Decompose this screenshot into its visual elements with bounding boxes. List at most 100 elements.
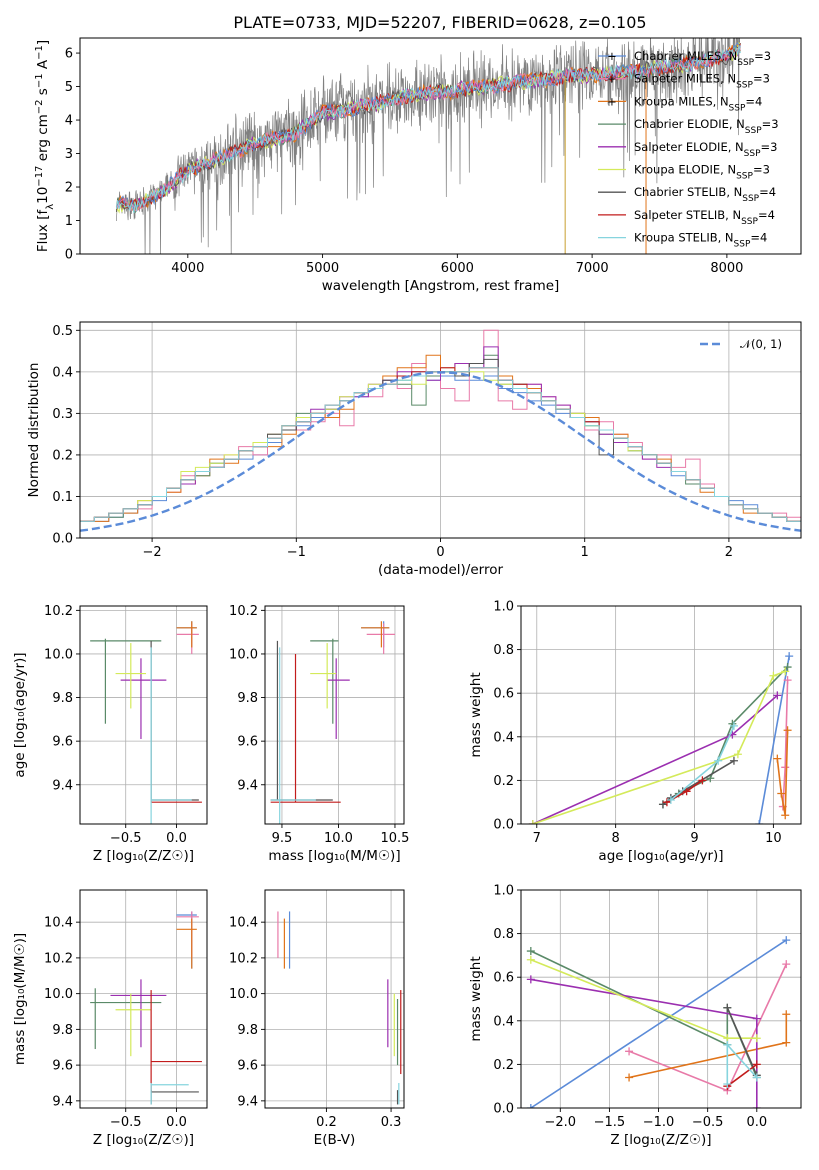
weight-point (781, 763, 790, 772)
histogram-krou_elodie (80, 367, 801, 526)
y-tick-label: 9.6 (52, 735, 73, 750)
y-tick-label: 0.2 (493, 1058, 514, 1073)
x-axis-label: E(B-V) (314, 1132, 356, 1148)
weight-point (752, 1060, 761, 1069)
panel-mass_z: −0.5 0.0 9.4 9.6 9.8 10.0 10.2 10.4 Z [log₁₀(Z/Z… (12, 889, 208, 1148)
y-tick-label: 10.2 (229, 951, 258, 966)
histogram-salp_elodie (80, 346, 801, 526)
legend-sub: SSP (745, 126, 762, 136)
legend-label: Salpeter ELODIE, NSSP=3 (634, 140, 777, 159)
y-tick-label: 10.0 (229, 647, 258, 662)
x-tick-label: 6000 (441, 261, 474, 276)
weight-line-chab_elodie (530, 950, 758, 1078)
y-tick-label: 10.0 (44, 987, 73, 1002)
y-tick-label: 9.6 (52, 1059, 73, 1074)
y-axis-label: Flux [fλ10−17 erg cm−2 s−1 A−1] (34, 40, 56, 252)
x-tick-label: 8 (612, 831, 620, 846)
weight-line-chab_miles (758, 655, 790, 824)
x-tick-label: 5000 (306, 261, 339, 276)
x-tick-label: 4000 (171, 261, 204, 276)
x-tick-label: 1 (581, 545, 589, 560)
weight-point (526, 955, 535, 964)
grid-lines (265, 890, 404, 1108)
y-tick-label: 10.2 (229, 604, 258, 619)
weight-point (785, 652, 794, 661)
weight-point (783, 663, 792, 672)
legend-label: Kroupa MILES, NSSP=4 (634, 94, 762, 113)
weight-point (526, 947, 535, 956)
legend-text: Kroupa ELODIE, N (634, 163, 736, 177)
x-axis-label: mass [log₁₀(M/M☉)] (268, 848, 400, 864)
y-axis-label-part: −17 (34, 166, 45, 187)
legend-text: Chabrier MILES, N (634, 49, 737, 63)
y-tick-label: 9.4 (52, 1094, 73, 1109)
weight-point (526, 975, 535, 984)
y-axis-label: mass weight (468, 956, 484, 1041)
legend-label: 𝒩(0, 1) (740, 337, 782, 351)
panel-residuals: −2 −1 0 1 2 0.0 0.1 0.2 0.3 0.4 0.5 (data-model)/er… (26, 321, 802, 578)
weight-line-krou_elodie (532, 670, 786, 824)
y-tick-label: 9.8 (237, 691, 258, 706)
y-axis-label-part: 10 (35, 187, 51, 204)
y-tick-label: 9.4 (52, 778, 73, 793)
grid-lines (265, 606, 404, 824)
y-axis-label: mass [log₁₀(M/M☉)] (12, 933, 28, 1065)
weight-point (777, 789, 786, 798)
y-axis-label: age [log₁₀(age/yr)] (12, 652, 28, 777)
legend-label: Chabrier MILES, NSSP=3 (634, 49, 771, 68)
y-tick-label: 0.1 (52, 490, 73, 505)
model-fit-krou_stelib (115, 45, 741, 214)
weight-point (755, 820, 764, 824)
x-axis-label: (data-model)/error (378, 562, 504, 578)
grid-lines (80, 322, 801, 539)
x-tick-label: −1.0 (643, 1115, 675, 1130)
y-tick-label: 0.6 (493, 971, 514, 986)
y-tick-label: 9.4 (237, 778, 258, 793)
legend-tail: =3 (754, 49, 771, 63)
weight-point (782, 936, 791, 945)
weight-point (729, 756, 738, 765)
legend-sub: SSP (744, 149, 761, 159)
legend-sub: SSP (729, 103, 746, 113)
legend-marker: + (607, 94, 617, 108)
histogram-krou_stelib (80, 367, 801, 526)
x-tick-label: 9 (690, 831, 698, 846)
legend-tail: =3 (753, 163, 770, 177)
weight-point (752, 1014, 761, 1023)
y-axis-label-part: s (35, 88, 51, 99)
axes-frame (79, 889, 208, 1109)
gaussian-reference (80, 371, 801, 532)
weight-point (769, 671, 778, 680)
weight-point (723, 1040, 732, 1049)
y-tick-label: 10.2 (44, 951, 73, 966)
weight-point (723, 1003, 732, 1012)
x-axis-label: wavelength [Angstrom, rest frame] (322, 278, 560, 294)
weight-point (782, 1010, 791, 1019)
x-tick-label: 10.5 (380, 831, 409, 846)
plot-area (115, 38, 742, 254)
y-tick-label: 0.2 (493, 774, 514, 789)
weight-line-krou_miles (776, 730, 789, 816)
weight-point (752, 1104, 761, 1108)
weight-point (698, 776, 707, 785)
legend-tail: =4 (759, 185, 776, 199)
x-tick-label: 9.5 (272, 831, 293, 846)
x-tick-label: 0.0 (166, 831, 187, 846)
plot-area (90, 621, 202, 824)
x-axis-label: age [log₁₀(age/yr)] (598, 848, 723, 864)
histogram-chab_elodie (80, 354, 801, 526)
legend-tail: =3 (761, 140, 778, 154)
y-tick-label: 3 (65, 147, 73, 162)
y-axis-label-part: −1 (34, 45, 45, 60)
weight-point (783, 726, 792, 735)
x-tick-label: −2.0 (545, 1115, 577, 1130)
weight-point (666, 796, 675, 805)
x-axis-label: Z [log₁₀(Z/Z☉)] (610, 1132, 711, 1148)
histogram-chab_stelib (80, 358, 801, 526)
y-axis-label: Normed distribution (26, 363, 42, 498)
legend-label: Chabrier STELIB, NSSP=4 (634, 185, 776, 204)
x-tick-label: 7 (533, 831, 541, 846)
legend-sub: SSP (742, 194, 759, 204)
axes-frame (520, 605, 802, 825)
